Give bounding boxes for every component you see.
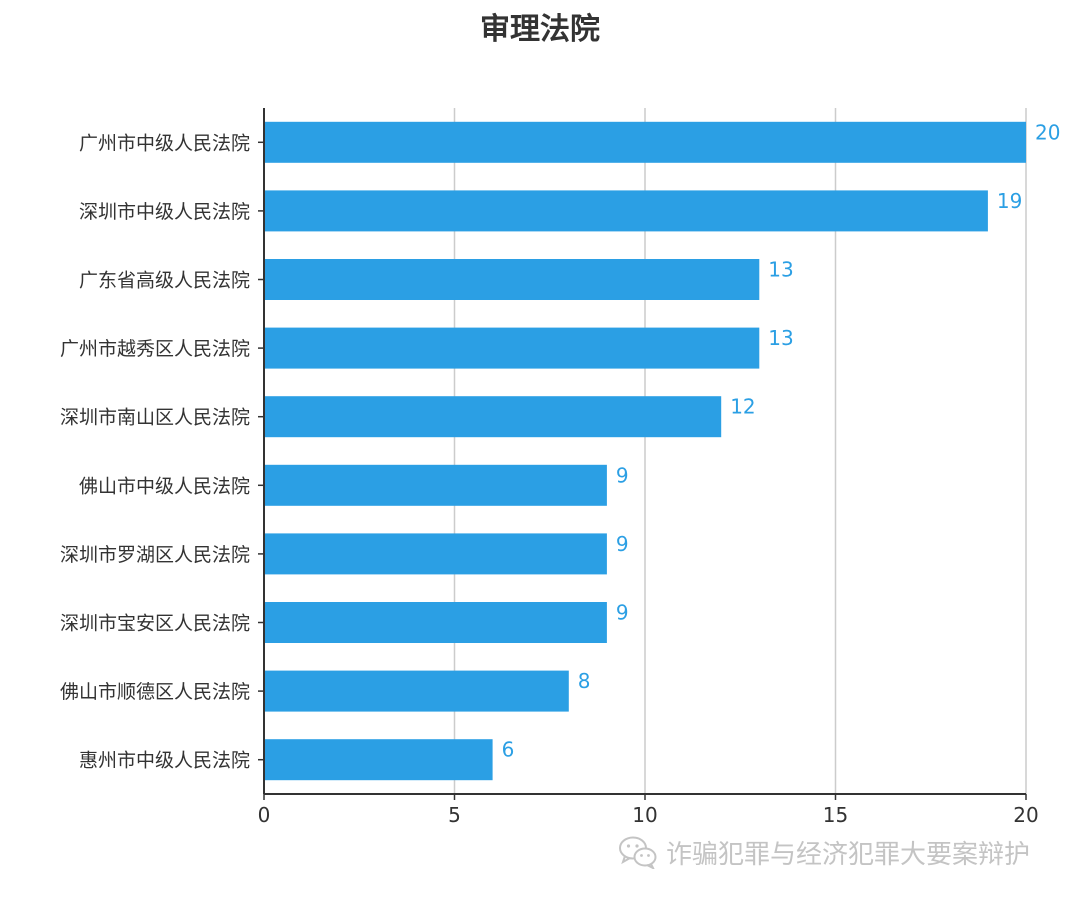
value-label: 13: [768, 258, 793, 282]
category-label: 深圳市罗湖区人民法院: [60, 544, 250, 566]
value-label: 8: [578, 669, 591, 693]
x-tick-label: 15: [823, 803, 848, 827]
value-label: 9: [616, 463, 629, 487]
bar: [264, 190, 988, 232]
value-label: 19: [997, 189, 1022, 213]
bar: [264, 396, 722, 438]
value-label: 9: [616, 532, 629, 556]
bar: [264, 533, 607, 575]
bar: [264, 121, 1026, 163]
value-label: 20: [1035, 120, 1060, 144]
bar: [264, 464, 607, 506]
watermark: 诈骗犯罪与经济犯罪大要案辩护: [618, 834, 1030, 870]
chart-title: 审理法院: [480, 12, 600, 47]
value-label: 9: [616, 601, 629, 625]
x-tick-label: 5: [448, 803, 461, 827]
labels: 0 5 10 15 20 广州市中级人民法院 20 深圳市中级人民法院 19 广东省高级人民法院 1…: [60, 120, 1060, 827]
category-label: 广东省高级人民法院: [79, 270, 250, 292]
bar: [264, 327, 760, 369]
category-label: 广州市中级人民法院: [79, 132, 250, 154]
x-tick-label: 10: [632, 803, 657, 827]
bar: [264, 602, 607, 643]
category-label: 广州市越秀区人民法院: [60, 338, 250, 360]
category-label: 深圳市中级人民法院: [79, 201, 250, 223]
bar: [264, 259, 760, 300]
watermark-text: 诈骗犯罪与经济犯罪大要案辩护: [666, 839, 1031, 870]
value-label: 13: [768, 326, 793, 350]
axes: [258, 108, 1027, 800]
x-tick-label: 0: [258, 803, 271, 827]
category-label: 佛山市中级人民法院: [79, 475, 250, 497]
category-label: 深圳市南山区人民法院: [60, 407, 250, 429]
bars: [264, 121, 1026, 781]
value-label: 12: [730, 395, 755, 419]
bar: [264, 670, 569, 712]
category-label: 深圳市宝安区人民法院: [60, 613, 250, 635]
category-label: 佛山市顺德区人民法院: [60, 681, 250, 703]
wechat-icon: [619, 836, 657, 869]
category-label: 惠州市中级人民法院: [79, 750, 250, 772]
bar: [264, 739, 493, 781]
value-label: 6: [502, 738, 515, 762]
x-tick-label: 20: [1013, 803, 1038, 827]
